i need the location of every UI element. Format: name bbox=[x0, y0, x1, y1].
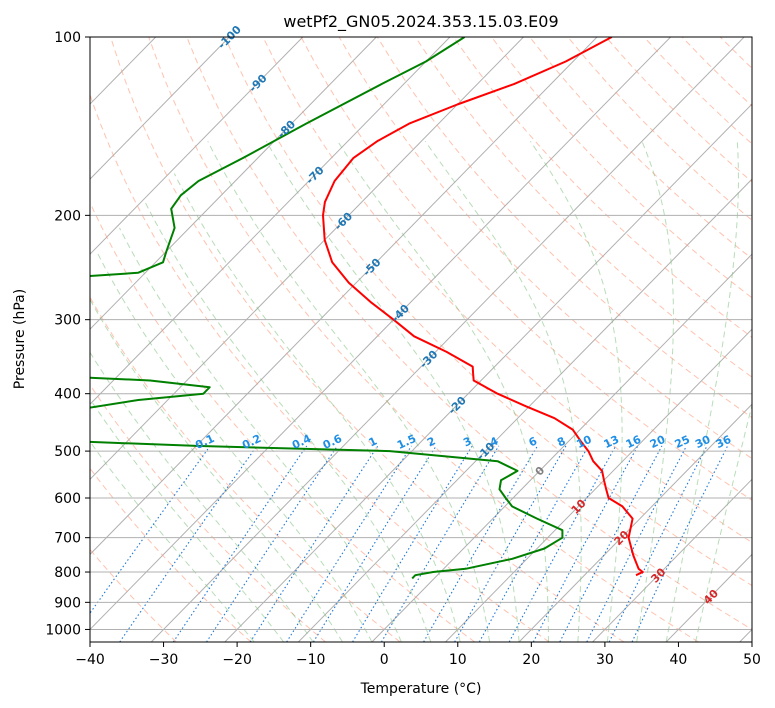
dry-adiabat bbox=[90, 296, 401, 642]
isotherm-line bbox=[445, 328, 752, 642]
x-tick-label: 0 bbox=[380, 652, 389, 668]
mixing-ratio-line bbox=[286, 445, 412, 642]
plot-frame bbox=[89, 36, 753, 643]
x-tick-label: 50 bbox=[743, 652, 761, 668]
mixing-ratio-line bbox=[312, 445, 437, 642]
y-tick-label: 800 bbox=[54, 565, 81, 581]
mixing-ratio-line bbox=[380, 445, 500, 642]
dry-adiabat bbox=[90, 467, 252, 642]
dry-adiabat bbox=[338, 37, 752, 460]
dry-adiabat bbox=[90, 93, 550, 642]
isotherm-line bbox=[371, 253, 752, 642]
moist-adiabat bbox=[173, 173, 461, 642]
y-tick-label: 500 bbox=[54, 444, 81, 460]
x-tick-label: −20 bbox=[222, 652, 252, 668]
x-tick-label: −40 bbox=[75, 652, 105, 668]
y-tick-label: 600 bbox=[54, 491, 81, 507]
x-tick-label: 40 bbox=[670, 652, 688, 668]
y-axis-label: Pressure (hPa) bbox=[12, 289, 28, 389]
mixing-ratio-line bbox=[119, 445, 258, 642]
mixing-ratio-line bbox=[631, 445, 729, 642]
dry-adiabat bbox=[90, 201, 476, 642]
isotherm-line bbox=[150, 37, 745, 642]
y-tick-label: 700 bbox=[54, 531, 81, 547]
x-axis-label: Temperature (°C) bbox=[360, 681, 482, 697]
isotherm-line bbox=[224, 103, 752, 642]
dry-adiabat bbox=[148, 37, 699, 642]
mixing-ratio-line bbox=[478, 445, 589, 642]
mixing-ratio-line bbox=[249, 445, 379, 642]
dry-adiabat bbox=[90, 383, 326, 642]
moist-adiabat bbox=[90, 351, 314, 642]
y-tick-label: 900 bbox=[54, 595, 81, 611]
x-tick-label: 30 bbox=[596, 652, 614, 668]
dry-adiabat bbox=[262, 37, 752, 544]
y-tick-label: 300 bbox=[54, 313, 81, 329]
mixing-ratio-label: 30 bbox=[693, 433, 713, 451]
dry-adiabat bbox=[186, 37, 752, 630]
mixing-ratio-label: 20 bbox=[648, 433, 668, 451]
x-axis: −40 −30 −20 −10 0 10 20 30 40 50 bbox=[75, 642, 761, 668]
dewpoint-line bbox=[90, 37, 564, 580]
moist-adiabat bbox=[96, 251, 373, 642]
moist-adiabat bbox=[90, 398, 285, 642]
mixing-ratio-line bbox=[352, 445, 473, 642]
isotherm-line bbox=[518, 403, 752, 642]
temperature-line bbox=[322, 37, 644, 577]
chart-title: wetPf2_GN05.2024.353.15.03.E09 bbox=[283, 12, 558, 32]
isotherm-line bbox=[90, 37, 671, 631]
y-tick-label: 400 bbox=[54, 387, 81, 403]
x-tick-label: −10 bbox=[296, 652, 326, 668]
mixing-ratio-label: 36 bbox=[714, 433, 734, 451]
dry-adiabat bbox=[110, 37, 625, 642]
isotherm-line bbox=[90, 37, 230, 180]
y-tick-label: 1000 bbox=[45, 622, 81, 638]
mixing-ratio-line bbox=[608, 445, 708, 642]
dry-adiabat bbox=[376, 37, 752, 419]
moist-adiabat bbox=[119, 227, 402, 642]
moist-adiabat bbox=[144, 201, 432, 642]
isotherm-line bbox=[90, 37, 524, 481]
y-tick-label: 100 bbox=[54, 30, 81, 46]
isotherm-line bbox=[592, 478, 752, 642]
mixing-ratio-label: 25 bbox=[673, 433, 692, 451]
mixing-ratio-line bbox=[172, 445, 308, 642]
moist-adiabat bbox=[90, 298, 343, 642]
moist-adiabat bbox=[90, 440, 255, 642]
isotherm-line bbox=[90, 37, 451, 405]
mixing-ratio-label: 13 bbox=[602, 433, 621, 451]
x-tick-label: 20 bbox=[522, 652, 540, 668]
profile-lines bbox=[90, 37, 644, 580]
y-axis: 100 200 300 400 500 600 700 800 900 1000 bbox=[45, 30, 90, 638]
mixing-ratio-line bbox=[206, 445, 338, 642]
dry-adiabat bbox=[414, 37, 752, 378]
mixing-ratio-label: 10 bbox=[574, 433, 594, 451]
y-tick-label: 200 bbox=[54, 208, 81, 224]
x-tick-label: −30 bbox=[149, 652, 179, 668]
isotherm-line bbox=[90, 37, 377, 330]
dry-adiabat bbox=[224, 37, 752, 587]
isotherm-line bbox=[90, 37, 598, 556]
mixing-ratio-line bbox=[586, 445, 687, 642]
mixing-ratio-line bbox=[559, 445, 663, 642]
x-tick-label: 10 bbox=[449, 652, 467, 668]
isotherm-line bbox=[90, 37, 304, 255]
mixing-ratio-label: 16 bbox=[624, 433, 644, 451]
dry-adiabat bbox=[453, 37, 752, 338]
dry-adiabat bbox=[300, 37, 752, 501]
pressure-grid bbox=[90, 37, 752, 630]
